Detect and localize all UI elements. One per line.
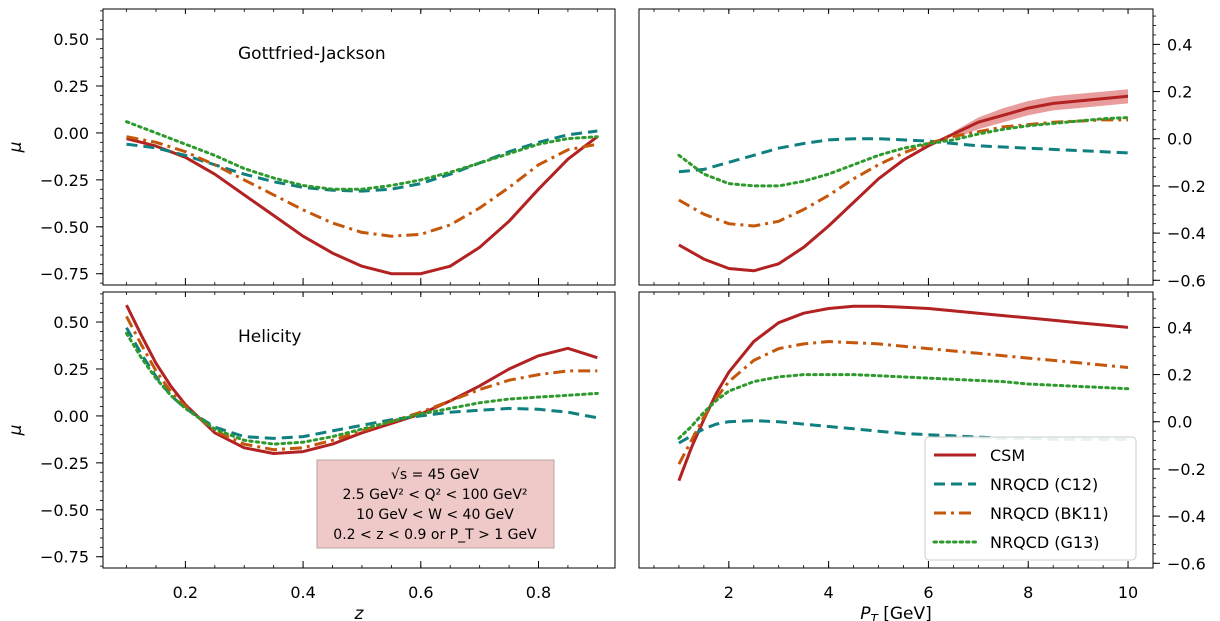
x-tick-label: 0.8	[526, 583, 551, 602]
y-tick-label: 0.25	[53, 77, 89, 96]
series-group	[677, 89, 1130, 273]
y-tick-label: −0.75	[40, 548, 89, 567]
panel-top-left: −0.75 −0.50 −0.25 0.00 0.25 0.50 μ Gottfried-Ja…	[6, 8, 616, 286]
x-axis-label: z	[354, 604, 365, 621]
y-axis-label: μ	[6, 424, 26, 436]
y-tick-label: −0.75	[40, 265, 89, 284]
y-tick-label: 0.0	[1167, 130, 1192, 149]
x-tick-label: 0.2	[173, 583, 198, 602]
y-axis-label: μ	[6, 141, 26, 153]
panel-annotation: Helicity	[238, 327, 301, 347]
legend-frame	[924, 436, 1137, 561]
series-group	[125, 120, 599, 276]
y-tick-label: 0.2	[1167, 83, 1192, 102]
y-tick-label: −0.4	[1167, 507, 1206, 526]
series-line-csm	[125, 304, 598, 455]
panel-frame	[102, 8, 616, 286]
y-tick-label: 0.50	[53, 30, 89, 49]
series-line-nrqcd-bk11	[677, 340, 1129, 465]
panel-frame	[102, 291, 616, 569]
series-line-nrqcd-bk11	[678, 118, 1128, 228]
y-tick-label: −0.25	[40, 171, 89, 190]
y-tick-label: −0.50	[40, 218, 89, 237]
x-tick-label: 10	[1118, 583, 1138, 602]
panel-top-right: −0.6 −0.4 −0.2 0.0 0.2 0.4	[638, 8, 1206, 290]
x-axis-label-unit: [GeV]	[878, 604, 932, 621]
info-box-line-3: 10 GeV < W < 40 GeV	[356, 507, 514, 523]
series-line-nrqcd-c12	[125, 326, 598, 440]
series-group	[125, 304, 599, 455]
info-box-background	[316, 459, 555, 549]
panel-bottom-left: 0.2 0.4 0.6 0.8 −0.75 −0.50 −0.25 0.00 0.25 0.50 μ…	[6, 291, 616, 621]
series-line-nrqcd-bk11	[126, 135, 598, 238]
x-tick-label: 4	[824, 583, 834, 602]
series-line-nrqcd-c12	[678, 419, 1128, 445]
series-line-nrqcd-g13	[677, 373, 1130, 440]
panel-bottom-right: 2 4 6 8 10 −0.6 −0.4 −0.2 0.0 0.2 0.4 PT [GeV]	[638, 291, 1206, 621]
series-line-nrqcd-c12	[678, 137, 1129, 174]
y-tick-label: −0.6	[1167, 554, 1206, 573]
x-tick-label: 2	[724, 583, 734, 602]
y-tick-label: 0.4	[1167, 35, 1192, 54]
info-box-line-1: √s = 45 GeV	[391, 467, 480, 483]
series-line-nrqcd-c12	[126, 129, 598, 193]
legend-label-csm: CSM	[990, 446, 1025, 465]
y-tick-label: 0.50	[53, 313, 89, 332]
y-tick-label: −0.50	[40, 501, 89, 520]
series-group	[677, 304, 1130, 482]
legend: CSM NRQCD (C12) NRQCD (BK11) NRQCD (G13)	[924, 436, 1137, 561]
series-line-nrqcd-g13	[125, 331, 599, 446]
y-tick-label: 0.0	[1167, 413, 1192, 432]
panels: −0.75 −0.50 −0.25 0.00 0.25 0.50 μ Gottfried-Ja…	[6, 8, 1206, 621]
info-box: √s = 45 GeV 2.5 GeV² < Q² < 100 GeV² 10 …	[316, 459, 555, 549]
y-tick-label: 0.00	[53, 407, 89, 426]
x-tick-label: 0.4	[290, 583, 315, 602]
y-tick-label: −0.2	[1167, 177, 1206, 196]
series-line-csm	[678, 94, 1129, 273]
info-box-line-2: 2.5 GeV² < Q² < 100 GeV²	[342, 487, 527, 503]
y-tick-label: 0.4	[1167, 318, 1192, 337]
panel-frame	[638, 8, 1154, 286]
panel-annotation: Gottfried-Jackson	[238, 44, 386, 64]
x-tick-label: 0.6	[408, 583, 433, 602]
y-tick-label: −0.25	[40, 454, 89, 473]
legend-label-c12: NRQCD (C12)	[990, 475, 1098, 494]
series-line-csm	[677, 304, 1129, 482]
y-tick-label: −0.2	[1167, 460, 1206, 479]
series-line-nrqcd-g13	[125, 120, 599, 191]
y-tick-label: 0.25	[53, 360, 89, 379]
x-axis-label: PT [GeV]	[860, 604, 932, 621]
x-axis-label-subscript: T	[870, 612, 879, 621]
y-tick-label: −0.6	[1167, 271, 1206, 290]
legend-label-g13: NRQCD (G13)	[990, 533, 1100, 552]
x-tick-label: 6	[923, 583, 933, 602]
series-line-nrqcd-bk11	[125, 315, 598, 452]
series-line-csm	[126, 135, 599, 276]
y-tick-label: 0.2	[1167, 366, 1192, 385]
info-box-line-4: 0.2 < z < 0.9 or P_T > 1 GeV	[333, 527, 537, 543]
y-tick-label: 0.00	[53, 124, 89, 143]
x-axis-label-symbol: P	[860, 604, 871, 621]
panel-frame	[638, 291, 1154, 569]
x-tick-label: 8	[1023, 583, 1033, 602]
series-line-nrqcd-g13	[677, 116, 1130, 188]
y-tick-label: −0.4	[1167, 224, 1206, 243]
legend-label-bk11: NRQCD (BK11)	[990, 504, 1109, 523]
